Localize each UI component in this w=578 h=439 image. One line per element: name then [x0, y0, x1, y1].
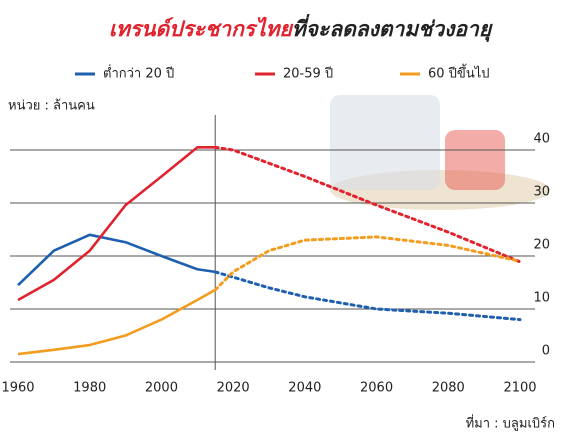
unit-label: หน่วย : ล้านคน [8, 99, 95, 114]
source: ที่มา : บลูมเบิร์ก [466, 415, 555, 432]
y-tick-label: 40 [533, 132, 550, 147]
series-line-projected [215, 272, 520, 320]
x-tick-label: 2100 [503, 381, 536, 396]
x-tick-label: 2060 [360, 381, 393, 396]
series-line-projected [215, 237, 520, 290]
x-tick-label: 1980 [73, 381, 106, 396]
y-tick-label: 30 [533, 185, 550, 200]
title-rest: ที่จะลดลงตามช่วงอายุ [292, 14, 493, 42]
y-tick-label: 0 [542, 344, 550, 359]
x-tick-label: 1960 [1, 381, 34, 396]
series-line [18, 290, 215, 354]
legend-label: ต่ำกว่า 20 ปี [103, 65, 174, 82]
x-tick-label: 2020 [217, 381, 250, 396]
chart-title: เทรนด์ประชากรไทยที่จะลดลงตามช่วงอายุ [109, 14, 493, 42]
chart: เทรนด์ประชากรไทยที่จะลดลงตามช่วงอายุ หน่… [0, 0, 578, 439]
legend-label: 60 ปีขึ้นไป [428, 64, 490, 82]
y-tick-label: 10 [533, 291, 550, 306]
series-line [18, 235, 215, 285]
x-tick-label: 2040 [288, 381, 321, 396]
title-highlight: เทรนด์ประชากรไทย [109, 16, 294, 41]
legend-label: 20-59 ปี [283, 66, 333, 82]
x-tick-label: 2080 [432, 381, 465, 396]
series-line [18, 147, 215, 300]
y-tick-label: 20 [533, 238, 550, 253]
illustration [330, 95, 550, 210]
x-tick-label: 2000 [145, 381, 178, 396]
